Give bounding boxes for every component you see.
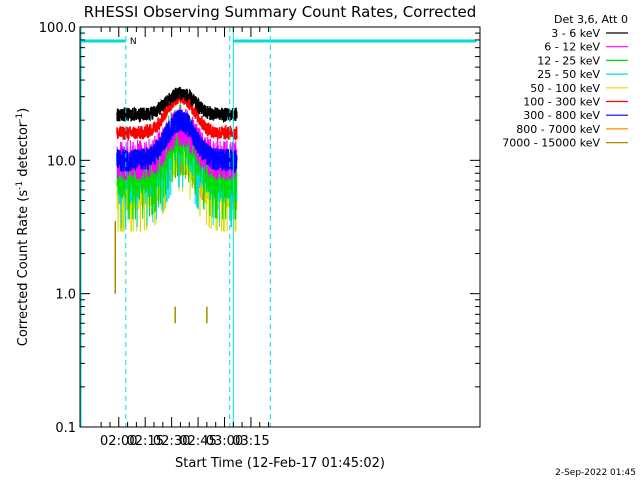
legend-label-3: 25 - 50 keV xyxy=(537,68,600,81)
plot-area xyxy=(114,86,238,324)
y-tick-label-2: 10.0 xyxy=(47,154,76,169)
legend-label-7: 800 - 7000 keV xyxy=(516,123,600,136)
legend-label-1: 6 - 12 keV xyxy=(544,41,600,54)
y-tick-label-0: 0.1 xyxy=(55,421,76,436)
legend-label-5: 100 - 300 keV xyxy=(523,96,600,109)
x-axis-label: Start Time (12-Feb-17 01:45:02) xyxy=(175,456,385,471)
x-tick-label-0: 02:00 xyxy=(100,434,137,449)
night-flag-label: N xyxy=(130,37,137,47)
legend-label-2: 12 - 25 keV xyxy=(537,54,600,67)
legend-header: Det 3,6, Att 0 xyxy=(554,13,628,26)
x-tick-label-4: 03:00 xyxy=(206,434,243,449)
flag-layer: N xyxy=(80,27,477,427)
x-tick-label-5: 03:15 xyxy=(232,434,269,449)
series-group xyxy=(116,86,238,232)
x-tick-label-1: 02:15 xyxy=(126,434,163,449)
legend-label-6: 300 - 800 keV xyxy=(523,109,600,122)
y-tick-label-1: 1.0 xyxy=(55,288,76,303)
legend-label-0: 3 - 6 keV xyxy=(551,27,600,40)
y-tick-label-3: 100.0 xyxy=(39,21,76,36)
x-tick-label-3: 02:45 xyxy=(179,434,216,449)
series-line-0 xyxy=(116,86,238,124)
axes: 0.1 1.0 10.0 100.0 02:0002:1502:3002:4503:00… xyxy=(39,21,481,449)
legend-label-8: 7000 - 15000 keV xyxy=(502,137,600,150)
chart-title: RHESSI Observing Summary Count Rates, Co… xyxy=(84,3,477,21)
x-tick-label-2: 02:30 xyxy=(153,434,190,449)
series-line-5 xyxy=(116,89,238,142)
y-axis-label: Corrected Count Rate (s-1 detector-1) xyxy=(15,108,31,346)
legend-label-4: 50 - 100 keV xyxy=(530,82,600,95)
timestamp: 2-Sep-2022 01:45 xyxy=(555,468,636,478)
series-line-6 xyxy=(116,109,238,173)
plot-frame xyxy=(79,26,481,428)
